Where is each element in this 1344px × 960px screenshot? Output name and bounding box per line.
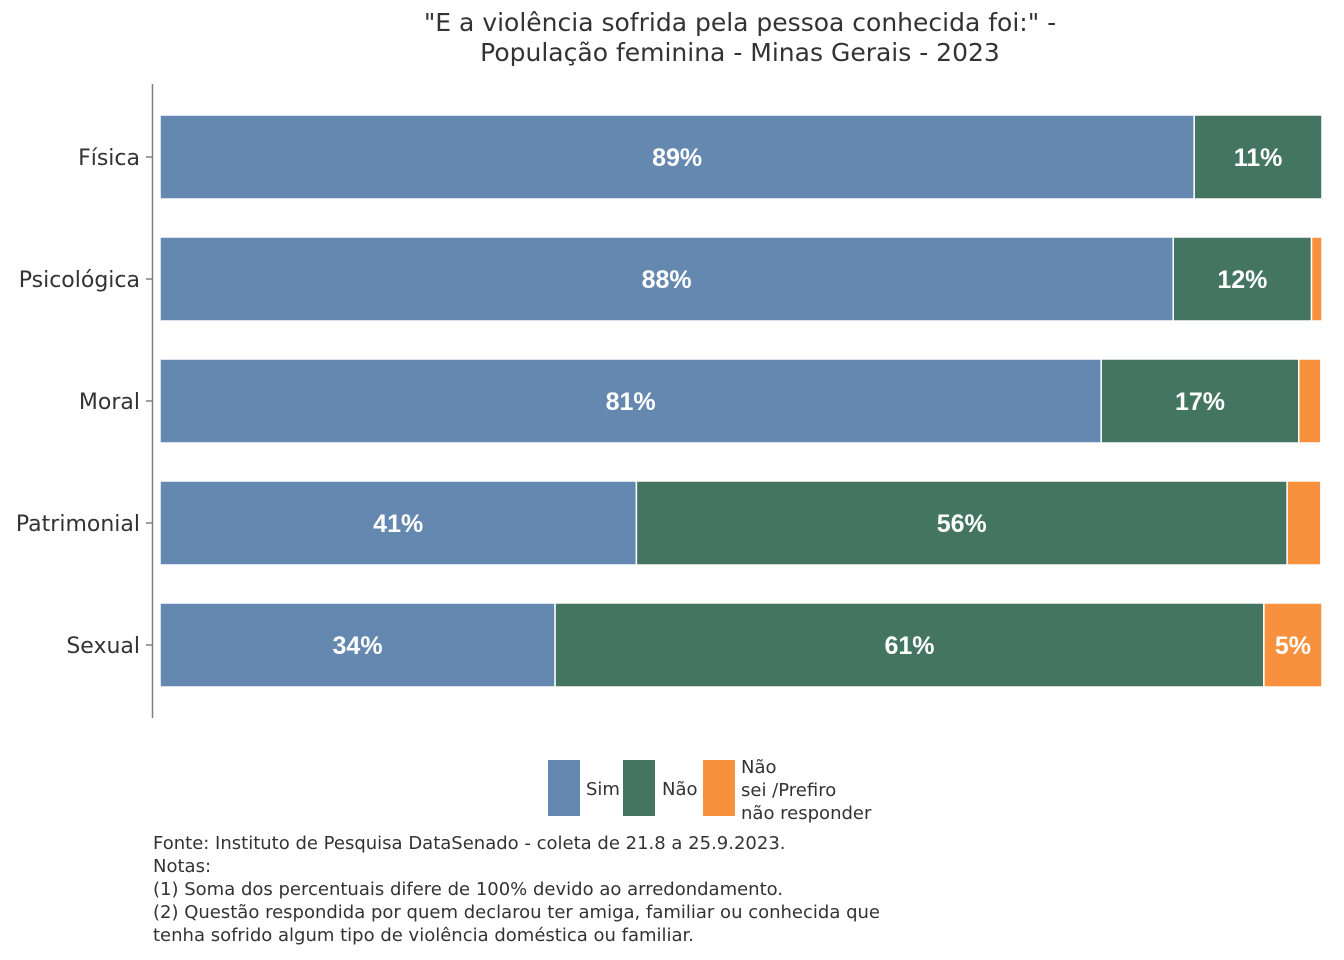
data-label-patrimonial-series-1: 56%: [937, 510, 987, 538]
data-label-sexual-series-1: 61%: [884, 632, 934, 660]
note-line-5: tenha sofrido algum tipo de violência do…: [153, 925, 695, 946]
bar-psicologica-series-1: [1172, 236, 1313, 322]
legend-swatch-nao-sei: [703, 760, 735, 816]
bar-patrimonial-series-2: [1286, 480, 1322, 566]
legend-label-nao-sei-line-2: sei /Prefiro: [741, 780, 837, 801]
bar-psicologica-series-2: [1310, 236, 1323, 322]
bar-sexual-series-1: [554, 602, 1265, 688]
data-label-fisica-series-0: 89%: [652, 144, 702, 172]
legend-swatch-nao: [623, 760, 655, 816]
category-label-moral: Moral: [79, 390, 140, 415]
bar-moral-series-2: [1298, 358, 1322, 444]
note-line-2: Notas:: [153, 856, 212, 877]
chart-title-line-1: "E a violência sofrida pela pessoa conhe…: [423, 8, 1057, 37]
bar-sexual-series-2: [1263, 602, 1323, 688]
data-label-fisica-series-1: 11%: [1234, 144, 1283, 172]
chart-title-line-2: População feminina - Minas Gerais - 2023: [480, 38, 1000, 67]
note-line-4: (2) Questão respondida por quem declarou…: [153, 902, 880, 923]
chart-title: "E a violência sofrida pela pessoa conhe…: [140, 8, 1340, 68]
bar-moral-series-0: [159, 358, 1102, 444]
data-label-moral-series-0: 81%: [606, 388, 656, 416]
bar-psicologica-series-0: [159, 236, 1175, 322]
data-label-sexual-series-0: 34%: [333, 632, 383, 660]
category-label-patrimonial: Patrimonial: [16, 512, 140, 537]
stacked-bar-chart: Física 89% 11% Psicológica 88% 12% Moral 81% 17%…: [16, 84, 1323, 718]
legend-label-sim: Sim: [586, 779, 620, 800]
category-label-sexual: Sexual: [66, 634, 140, 659]
legend-label-nao-sei-line-1: Não: [741, 757, 777, 778]
note-line-1: Fonte: Instituto de Pesquisa DataSenado …: [153, 833, 786, 854]
bar-patrimonial-series-0: [159, 480, 638, 566]
data-label-patrimonial-series-0: 41%: [373, 510, 423, 538]
bar-fisica-series-1: [1193, 114, 1323, 200]
legend-label-nao-sei-line-3: não responder: [741, 803, 872, 824]
data-label-sexual-series-2: 5%: [1275, 632, 1311, 660]
data-label-moral-series-1: 17%: [1175, 388, 1225, 416]
category-label-fisica: Física: [78, 146, 140, 171]
note-line-3: (1) Soma dos percentuais difere de 100% …: [153, 879, 784, 900]
legend-swatch-sim: [548, 760, 580, 816]
data-label-psicologica-series-1: 12%: [1217, 266, 1267, 294]
category-label-psicologica: Psicológica: [19, 268, 140, 293]
legend-label-nao: Não: [662, 779, 698, 800]
data-label-psicologica-series-0: 88%: [642, 266, 692, 294]
bar-fisica-series-0: [159, 114, 1195, 200]
source-notes: Fonte: Instituto de Pesquisa DataSenado …: [153, 832, 913, 947]
bar-sexual-series-0: [159, 602, 556, 688]
bar-moral-series-1: [1100, 358, 1300, 444]
